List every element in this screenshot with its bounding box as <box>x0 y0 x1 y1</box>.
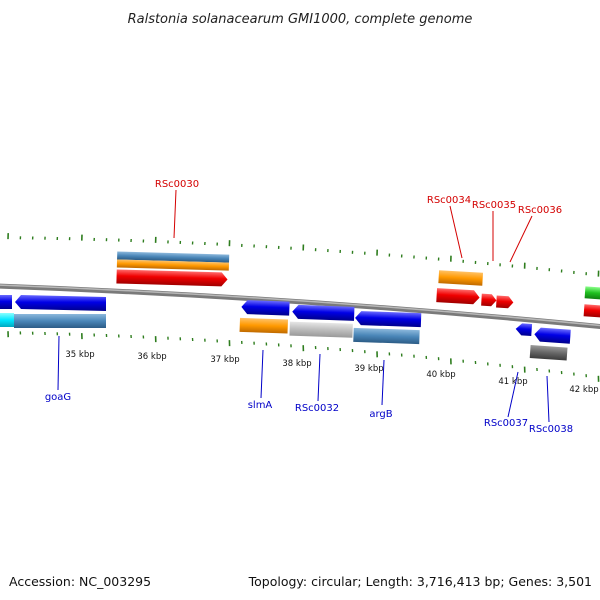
gene-arrow-RSc0030[interactable] <box>116 269 228 287</box>
feature-bar-red <box>583 304 600 318</box>
label-leader-RSc0037 <box>507 371 519 418</box>
gene-arrow-RSc0032[interactable] <box>292 304 355 321</box>
feature-bar-steel <box>117 251 230 263</box>
label-leader-slmA <box>260 349 264 399</box>
label-leader-RSc0036 <box>509 215 533 263</box>
scale-label-41kbp: 41 kbp <box>498 377 527 387</box>
scale-label-36kbp: 36 kbp <box>137 352 166 362</box>
gene-arrow-argB[interactable] <box>355 311 422 328</box>
gene-arrow-RSc0036[interactable] <box>496 295 514 309</box>
feature-bar-cyan <box>0 313 14 327</box>
gene-label-RSc0035[interactable]: RSc0035 <box>472 200 516 211</box>
gene-arrow-RSc0034[interactable] <box>436 288 480 305</box>
feature-bar-steel <box>353 327 420 345</box>
genome-summary-text: Topology: circular; Length: 3,716,413 bp… <box>248 574 592 589</box>
feature-bar-grey <box>289 321 353 338</box>
scale-labels: 35 kbp 36 kbp 37 kbp 38 kbp 39 kbp 40 kb… <box>65 350 598 395</box>
gene-label-slmA[interactable]: slmA <box>248 400 273 411</box>
map-title: Ralstonia solanacearum GMI1000, complete… <box>128 12 473 27</box>
scale-label-38kbp: 38 kbp <box>282 359 311 369</box>
label-leader-RSc0034 <box>449 205 463 259</box>
gene-arrow-RSc0037[interactable] <box>515 323 533 337</box>
label-leader-RSc0038 <box>546 375 550 423</box>
accession-text: Accession: NC_003295 <box>9 574 151 589</box>
scale-label-35kbp: 35 kbp <box>65 350 94 360</box>
feature-bar-steel <box>14 314 106 328</box>
label-leader-argB <box>381 359 385 406</box>
scale-label-39kbp: 39 kbp <box>354 364 383 374</box>
label-leader-RSc0032 <box>317 353 321 402</box>
gene-label-RSc0032[interactable]: RSc0032 <box>295 403 339 414</box>
gene-arrow-reverse-a[interactable] <box>241 300 290 316</box>
gene-arrow-RSc0038[interactable] <box>534 327 571 344</box>
inner-tick-marks <box>7 331 600 382</box>
scale-label-42kbp: 42 kbp <box>569 385 598 395</box>
gene-label-goaG[interactable]: goaG <box>45 392 71 403</box>
gene-label-RSc0038[interactable]: RSc0038 <box>529 424 573 435</box>
gene-label-RSc0037[interactable]: RSc0037 <box>484 418 528 429</box>
forward-gene-labels: RSc0030 RSc0034 RSc0035 RSc0036 <box>155 179 562 263</box>
feature-bar-orange <box>116 259 230 271</box>
feature-bar-dark <box>529 345 568 361</box>
gene-arrow-reverse-partial <box>0 295 12 309</box>
feature-bar-orange <box>438 270 484 286</box>
gene-label-RSc0034[interactable]: RSc0034 <box>427 195 471 206</box>
gene-arrow-RSc0035[interactable] <box>481 293 497 307</box>
feature-bar-green <box>584 286 600 300</box>
reverse-gene-labels: goaG slmA RSc0032 argB RSc0037 RSc0038 <box>45 335 573 435</box>
scale-label-40kbp: 40 kbp <box>426 370 455 380</box>
feature-bar-orange <box>239 317 288 334</box>
gene-arrow-goaG[interactable] <box>15 295 106 311</box>
gene-label-RSc0030[interactable]: RSc0030 <box>155 179 199 190</box>
label-leader-goaG <box>57 335 60 391</box>
genome-backbone <box>0 283 600 330</box>
reverse-features <box>0 295 571 361</box>
gene-label-RSc0036[interactable]: RSc0036 <box>518 205 562 216</box>
outer-tick-marks <box>7 233 600 277</box>
scale-label-37kbp: 37 kbp <box>210 355 239 365</box>
genome-backbone-highlight <box>0 284 600 327</box>
forward-features <box>116 251 600 318</box>
gene-label-argB[interactable]: argB <box>369 409 392 420</box>
label-leader-RSc0030 <box>173 189 177 239</box>
